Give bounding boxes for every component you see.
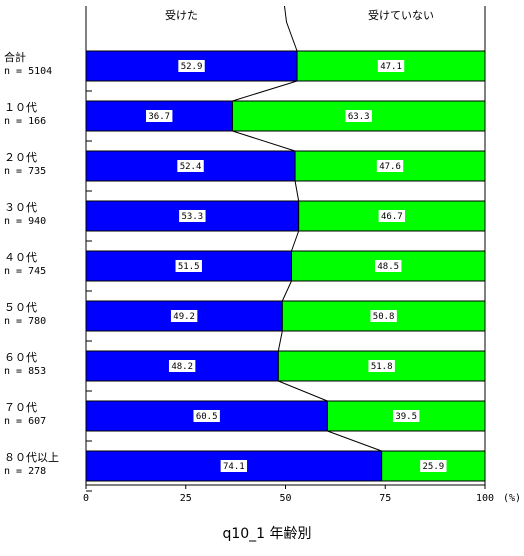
- category-label: ６０代: [4, 351, 37, 364]
- split-connector-line: [327, 430, 382, 452]
- legend-label: 受けていない: [368, 9, 434, 22]
- split-connector-line: [232, 130, 296, 152]
- legend-label: 受けた: [165, 9, 198, 22]
- data-label: 47.6: [379, 162, 401, 172]
- data-label: 36.7: [148, 112, 170, 122]
- data-label: 48.5: [377, 262, 399, 272]
- category-label: ２０代: [4, 151, 37, 164]
- sample-size-label: n = 607: [4, 416, 46, 427]
- data-label: 51.8: [371, 362, 393, 372]
- data-label-bg: [170, 310, 198, 322]
- split-connector-line: [277, 330, 283, 352]
- split-connector-line: [278, 380, 328, 402]
- category-label: １０代: [4, 101, 37, 114]
- data-label-bg: [220, 460, 248, 472]
- split-connector-line: [281, 280, 292, 302]
- x-axis-unit: (%): [503, 493, 521, 504]
- data-label: 51.5: [178, 262, 200, 272]
- sample-size-label: n = 780: [4, 316, 46, 327]
- data-label-bg: [345, 110, 372, 122]
- data-label: 39.5: [395, 412, 417, 422]
- x-tick-label: 75: [379, 493, 391, 504]
- data-label-bg: [168, 360, 196, 372]
- data-label-bg: [146, 110, 173, 122]
- x-tick-label: 100: [476, 493, 494, 504]
- data-label: 52.9: [181, 62, 203, 72]
- category-label: ５０代: [4, 301, 37, 314]
- data-label: 48.2: [171, 362, 193, 372]
- data-label-bg: [375, 260, 402, 272]
- data-label-bg: [378, 210, 406, 222]
- data-label: 46.7: [381, 212, 403, 222]
- legend-divider-line: [284, 5, 298, 52]
- data-label-bg: [376, 160, 404, 172]
- data-label-bg: [370, 310, 397, 322]
- split-connector-line: [232, 80, 298, 102]
- sample-size-label: n = 5104: [4, 66, 52, 77]
- data-label: 25.9: [422, 462, 444, 472]
- category-label: ４０代: [4, 251, 37, 264]
- sample-size-label: n = 166: [4, 116, 46, 127]
- split-connector-line: [294, 180, 300, 202]
- data-label-bg: [392, 410, 420, 422]
- data-label-bg: [368, 360, 395, 372]
- x-tick-label: 25: [180, 493, 192, 504]
- category-label: ７０代: [4, 401, 37, 414]
- sample-size-label: n = 853: [4, 366, 46, 377]
- x-tick-label: 50: [279, 493, 291, 504]
- data-label-bg: [175, 260, 202, 272]
- chart-title: q10_1 年齢別: [222, 526, 311, 542]
- x-tick-label: 0: [83, 493, 89, 504]
- data-label: 50.8: [373, 312, 395, 322]
- data-label: 49.2: [173, 312, 195, 322]
- split-connector-line: [291, 230, 300, 252]
- bar-segment-not-received: [326, 400, 486, 432]
- data-label-bg: [178, 60, 205, 72]
- data-label-bg: [193, 410, 220, 422]
- data-label: 53.3: [181, 212, 203, 222]
- sample-size-label: n = 745: [4, 266, 46, 277]
- sample-size-label: n = 278: [4, 466, 46, 477]
- data-label: 63.3: [348, 112, 370, 122]
- data-label-bg: [377, 60, 405, 72]
- data-label: 47.1: [380, 62, 402, 72]
- category-label: ３０代: [4, 201, 37, 214]
- sample-size-label: n = 735: [4, 166, 46, 177]
- data-label-bg: [179, 210, 206, 222]
- data-label: 52.4: [180, 162, 202, 172]
- data-label-bg: [177, 160, 204, 172]
- category-label: 合計: [4, 50, 26, 64]
- data-label-bg: [420, 460, 447, 472]
- data-label: 60.5: [196, 412, 218, 422]
- data-label: 74.1: [223, 462, 245, 472]
- sample-size-label: n = 940: [4, 216, 46, 227]
- category-label: ８０代以上: [4, 451, 59, 464]
